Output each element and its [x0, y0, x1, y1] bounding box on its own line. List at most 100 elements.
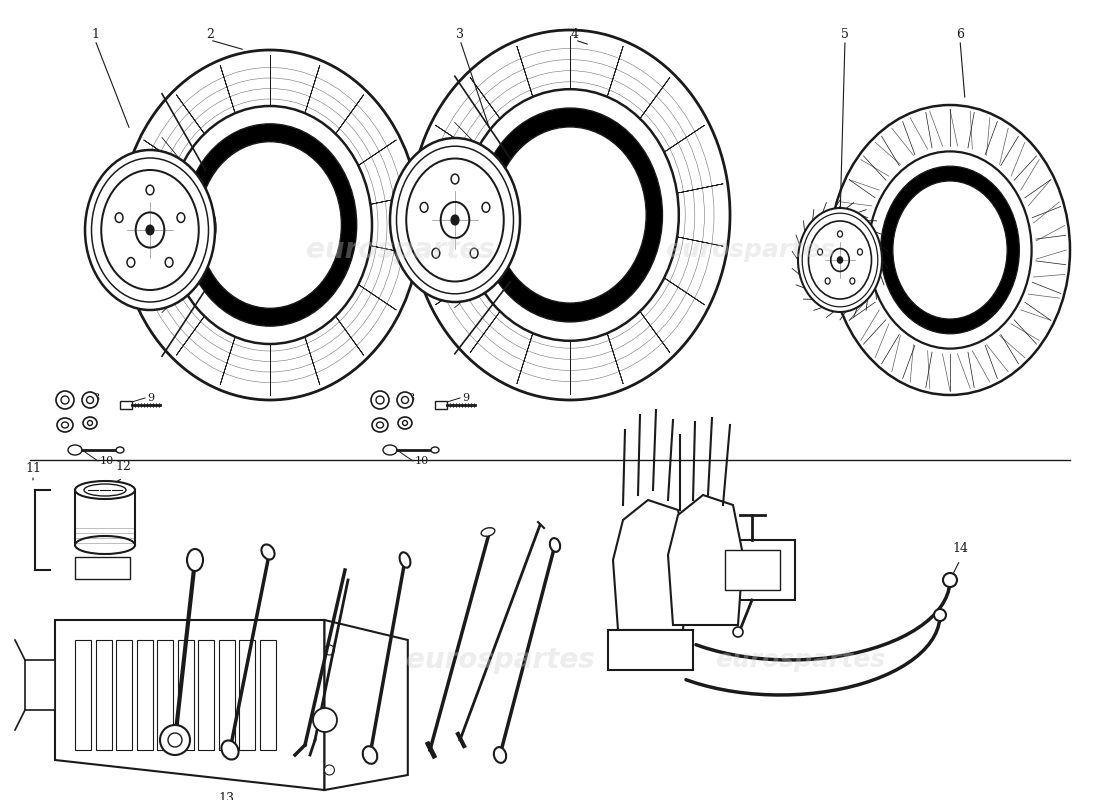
Bar — [608, 630, 693, 670]
Ellipse shape — [481, 528, 495, 536]
Bar — [239, 640, 255, 750]
Ellipse shape — [477, 108, 662, 322]
Ellipse shape — [482, 202, 490, 212]
Ellipse shape — [410, 30, 730, 400]
Bar — [75, 490, 135, 545]
Ellipse shape — [57, 418, 73, 432]
Ellipse shape — [550, 538, 560, 552]
Ellipse shape — [798, 208, 882, 312]
Ellipse shape — [91, 158, 209, 302]
Ellipse shape — [802, 214, 878, 306]
Text: 10: 10 — [100, 456, 114, 466]
Bar — [136, 640, 153, 750]
Ellipse shape — [451, 215, 459, 225]
Ellipse shape — [830, 249, 849, 271]
Text: PHILIPS: PHILIPS — [85, 565, 116, 571]
Circle shape — [943, 573, 957, 587]
Ellipse shape — [146, 186, 154, 194]
Bar — [177, 640, 194, 750]
Text: 9: 9 — [147, 393, 154, 403]
Polygon shape — [55, 620, 324, 790]
Ellipse shape — [82, 417, 97, 429]
Text: 12: 12 — [116, 460, 131, 473]
Ellipse shape — [817, 249, 823, 255]
Ellipse shape — [75, 536, 135, 554]
Text: 8: 8 — [92, 393, 99, 403]
Bar — [260, 640, 276, 750]
Text: eurospartes: eurospartes — [306, 236, 494, 264]
Ellipse shape — [881, 166, 1020, 334]
Ellipse shape — [184, 124, 356, 326]
Bar — [120, 401, 132, 409]
Text: 11: 11 — [25, 462, 41, 475]
Text: 1: 1 — [91, 29, 99, 42]
Ellipse shape — [825, 278, 830, 284]
Ellipse shape — [462, 182, 514, 252]
Ellipse shape — [116, 447, 124, 453]
Circle shape — [934, 609, 946, 621]
Text: eurospartes: eurospartes — [715, 648, 886, 672]
Ellipse shape — [221, 741, 239, 759]
Bar — [434, 401, 447, 409]
Ellipse shape — [461, 90, 679, 341]
Text: 5: 5 — [842, 29, 849, 42]
Bar — [219, 640, 235, 750]
Bar — [710, 540, 795, 600]
Text: eurospartes: eurospartes — [664, 238, 835, 262]
Ellipse shape — [470, 248, 478, 258]
Ellipse shape — [75, 481, 135, 499]
Bar — [725, 550, 780, 590]
Ellipse shape — [126, 258, 135, 267]
Polygon shape — [25, 660, 55, 710]
Ellipse shape — [135, 212, 164, 248]
Ellipse shape — [868, 151, 1032, 349]
Text: 10: 10 — [415, 456, 429, 466]
Polygon shape — [613, 500, 688, 630]
Ellipse shape — [262, 545, 275, 559]
Bar — [157, 640, 174, 750]
Ellipse shape — [406, 158, 504, 282]
Ellipse shape — [441, 202, 470, 238]
Ellipse shape — [187, 549, 204, 571]
Circle shape — [324, 765, 334, 775]
Bar — [116, 640, 132, 750]
Text: 9: 9 — [462, 393, 469, 403]
Text: 7: 7 — [62, 393, 69, 403]
Polygon shape — [324, 620, 408, 790]
Ellipse shape — [116, 213, 123, 222]
Text: 8: 8 — [407, 393, 414, 403]
Bar — [198, 640, 214, 750]
Ellipse shape — [399, 552, 410, 568]
Ellipse shape — [84, 484, 126, 496]
Polygon shape — [668, 495, 742, 625]
Text: 4: 4 — [571, 29, 579, 42]
Ellipse shape — [376, 422, 384, 428]
Ellipse shape — [168, 106, 372, 344]
Circle shape — [168, 733, 182, 747]
Text: 6: 6 — [956, 29, 964, 42]
Ellipse shape — [403, 421, 407, 426]
Ellipse shape — [858, 249, 862, 255]
Ellipse shape — [101, 170, 199, 290]
Ellipse shape — [494, 127, 646, 303]
Ellipse shape — [390, 138, 520, 302]
Ellipse shape — [372, 418, 388, 432]
Ellipse shape — [68, 445, 82, 455]
Circle shape — [733, 627, 742, 637]
Ellipse shape — [431, 447, 439, 453]
Circle shape — [314, 708, 337, 732]
Ellipse shape — [850, 278, 855, 284]
Ellipse shape — [837, 231, 843, 237]
Ellipse shape — [120, 50, 420, 400]
Ellipse shape — [164, 194, 216, 262]
Ellipse shape — [62, 422, 68, 428]
Ellipse shape — [165, 258, 173, 267]
Ellipse shape — [808, 221, 871, 299]
Ellipse shape — [420, 202, 428, 212]
Ellipse shape — [85, 150, 214, 310]
Ellipse shape — [383, 445, 397, 455]
Circle shape — [324, 645, 334, 655]
Ellipse shape — [363, 746, 377, 764]
Ellipse shape — [60, 396, 69, 404]
Ellipse shape — [396, 146, 514, 294]
